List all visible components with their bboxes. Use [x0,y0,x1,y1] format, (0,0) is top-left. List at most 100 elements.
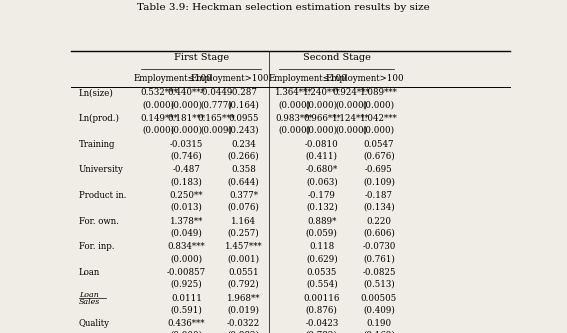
Text: 0.190: 0.190 [366,319,391,328]
Text: 0.966***: 0.966*** [303,114,341,123]
Text: (0.644): (0.644) [228,177,260,186]
Text: 1.457***: 1.457*** [225,242,263,251]
Text: 1.378**: 1.378** [170,217,203,226]
Text: (0.676): (0.676) [363,152,395,161]
Text: 0.234: 0.234 [231,140,256,149]
Text: (0.000): (0.000) [170,126,202,135]
Text: -0.0322: -0.0322 [227,319,260,328]
Text: (0.000): (0.000) [278,100,310,109]
Text: 0.165***: 0.165*** [197,114,235,123]
Text: (0.132): (0.132) [306,203,338,212]
Text: (0.059): (0.059) [306,228,338,237]
Text: (0.411): (0.411) [306,152,338,161]
Text: (0.777): (0.777) [200,100,232,109]
Text: -0.695: -0.695 [365,166,393,174]
Text: -0.287: -0.287 [230,89,257,98]
Text: (0.761): (0.761) [363,254,395,263]
Text: 0.0551: 0.0551 [229,268,259,277]
Text: (0.746): (0.746) [171,152,202,161]
Text: -0.179: -0.179 [308,191,336,200]
Text: (0.169): (0.169) [363,331,395,333]
Text: 0.834***: 0.834*** [168,242,205,251]
Text: (0.882): (0.882) [227,331,260,333]
Text: (0.782): (0.782) [306,331,338,333]
Text: (0.000): (0.000) [143,126,175,135]
Text: Training: Training [79,140,115,149]
Text: (0.554): (0.554) [306,280,338,289]
Text: -0.0449: -0.0449 [199,89,232,98]
Text: (0.009): (0.009) [200,126,232,135]
Text: 0.118: 0.118 [309,242,335,251]
Text: Table 3.9: Heckman selection estimation results by size: Table 3.9: Heckman selection estimation … [137,3,430,12]
Text: -0.187: -0.187 [365,191,393,200]
Text: (0.000): (0.000) [170,331,202,333]
Text: For. own.: For. own. [79,217,119,226]
Text: (0.000): (0.000) [170,100,202,109]
Text: (0.019): (0.019) [227,305,260,314]
Text: (0.109): (0.109) [363,177,395,186]
Text: Product in.: Product in. [79,191,126,200]
Text: 1.089***: 1.089*** [360,89,398,98]
Text: (0.063): (0.063) [306,177,338,186]
Text: Sales: Sales [79,298,100,306]
Text: 0.440***: 0.440*** [168,89,205,98]
Text: (0.792): (0.792) [228,280,260,289]
Text: 1.164: 1.164 [231,217,256,226]
Text: 0.377*: 0.377* [229,191,258,200]
Text: (0.629): (0.629) [306,254,338,263]
Text: 0.889*: 0.889* [307,217,336,226]
Text: 0.0111: 0.0111 [171,294,202,303]
Text: Employment>100: Employment>100 [326,74,404,83]
Text: 0.0547: 0.0547 [363,140,394,149]
Text: 0.924***: 0.924*** [332,89,370,98]
Text: (0.000): (0.000) [306,100,338,109]
Text: -0.00857: -0.00857 [167,268,206,277]
Text: (0.183): (0.183) [171,177,202,186]
Text: (0.000): (0.000) [306,126,338,135]
Text: For. inp.: For. inp. [79,242,115,251]
Text: (0.000): (0.000) [363,100,395,109]
Text: (0.076): (0.076) [227,203,260,212]
Text: (0.000): (0.000) [335,100,367,109]
Text: (0.925): (0.925) [171,280,202,289]
Text: (0.409): (0.409) [363,305,395,314]
Text: 0.0955: 0.0955 [229,114,259,123]
Text: Second Stage: Second Stage [303,53,370,62]
Text: 1.124***: 1.124*** [332,114,370,123]
Text: (0.243): (0.243) [228,126,259,135]
Text: 0.250**: 0.250** [170,191,203,200]
Text: (0.013): (0.013) [171,203,202,212]
Text: (0.266): (0.266) [228,152,260,161]
Text: 1.968**: 1.968** [227,294,260,303]
Text: (0.134): (0.134) [363,203,395,212]
Text: 0.436***: 0.436*** [168,319,205,328]
Text: 0.00505: 0.00505 [361,294,397,303]
Text: Employment≤100: Employment≤100 [133,74,212,83]
Text: -0.487: -0.487 [172,166,200,174]
Text: 0.149***: 0.149*** [140,114,177,123]
Text: First Stage: First Stage [174,53,229,62]
Text: -0.0730: -0.0730 [362,242,396,251]
Text: 0.220: 0.220 [366,217,391,226]
Text: Quality: Quality [79,319,110,328]
Text: (0.001): (0.001) [227,254,260,263]
Text: 1.042***: 1.042*** [360,114,398,123]
Text: (0.513): (0.513) [363,280,395,289]
Text: Loan: Loan [79,268,100,277]
Text: 0.00116: 0.00116 [303,294,340,303]
Text: Ln(prod.): Ln(prod.) [79,114,120,123]
Text: 0.181***: 0.181*** [167,114,205,123]
Text: -0.680*: -0.680* [306,166,338,174]
Text: University: University [79,166,124,174]
Text: Employment>100: Employment>100 [191,74,269,83]
Text: 0.983***: 0.983*** [276,114,313,123]
Text: -0.0315: -0.0315 [170,140,203,149]
Text: (0.164): (0.164) [227,100,260,109]
Text: (0.000): (0.000) [143,100,175,109]
Text: Ln(size): Ln(size) [79,89,113,98]
Text: (0.257): (0.257) [228,228,260,237]
Text: -0.0423: -0.0423 [305,319,338,328]
Text: 0.358: 0.358 [231,166,256,174]
Text: (0.876): (0.876) [306,305,338,314]
Text: (0.000): (0.000) [363,126,395,135]
